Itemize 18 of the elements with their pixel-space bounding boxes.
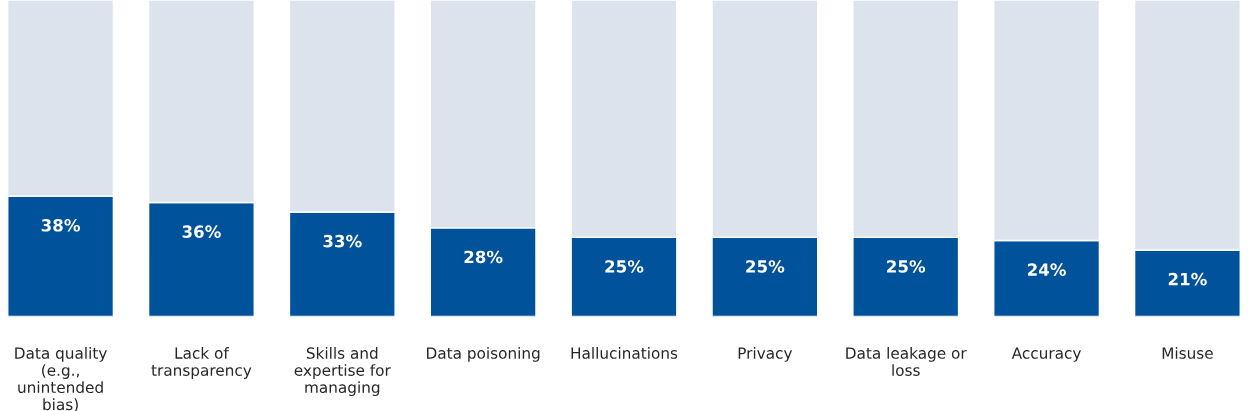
x-tick-label: Lack of transparency xyxy=(151,347,252,379)
data-label: 36% xyxy=(182,225,221,238)
data-label: 24% xyxy=(1027,263,1066,276)
x-tick-label: Accuracy xyxy=(1011,347,1081,362)
data-label: 25% xyxy=(605,260,644,273)
x-tick-label: Hallucinations xyxy=(571,347,678,359)
x-tick-label: Privacy xyxy=(738,347,793,362)
data-label: 21% xyxy=(1168,272,1207,286)
x-tick-label: Data poisoning xyxy=(427,347,540,362)
data-label: 33% xyxy=(323,234,362,248)
data-label: 25% xyxy=(746,260,785,273)
x-tick-label: Data quality (e.g., unintended bias) xyxy=(15,347,107,411)
data-label: 38% xyxy=(41,219,80,232)
x-tick-label: Skills and expertise for managing xyxy=(294,347,391,397)
x-tick-label: Data leakage or loss xyxy=(846,347,967,376)
data-label: 28% xyxy=(464,250,503,264)
data-label: 25% xyxy=(887,260,926,273)
x-tick-label: Misuse xyxy=(1162,347,1213,359)
